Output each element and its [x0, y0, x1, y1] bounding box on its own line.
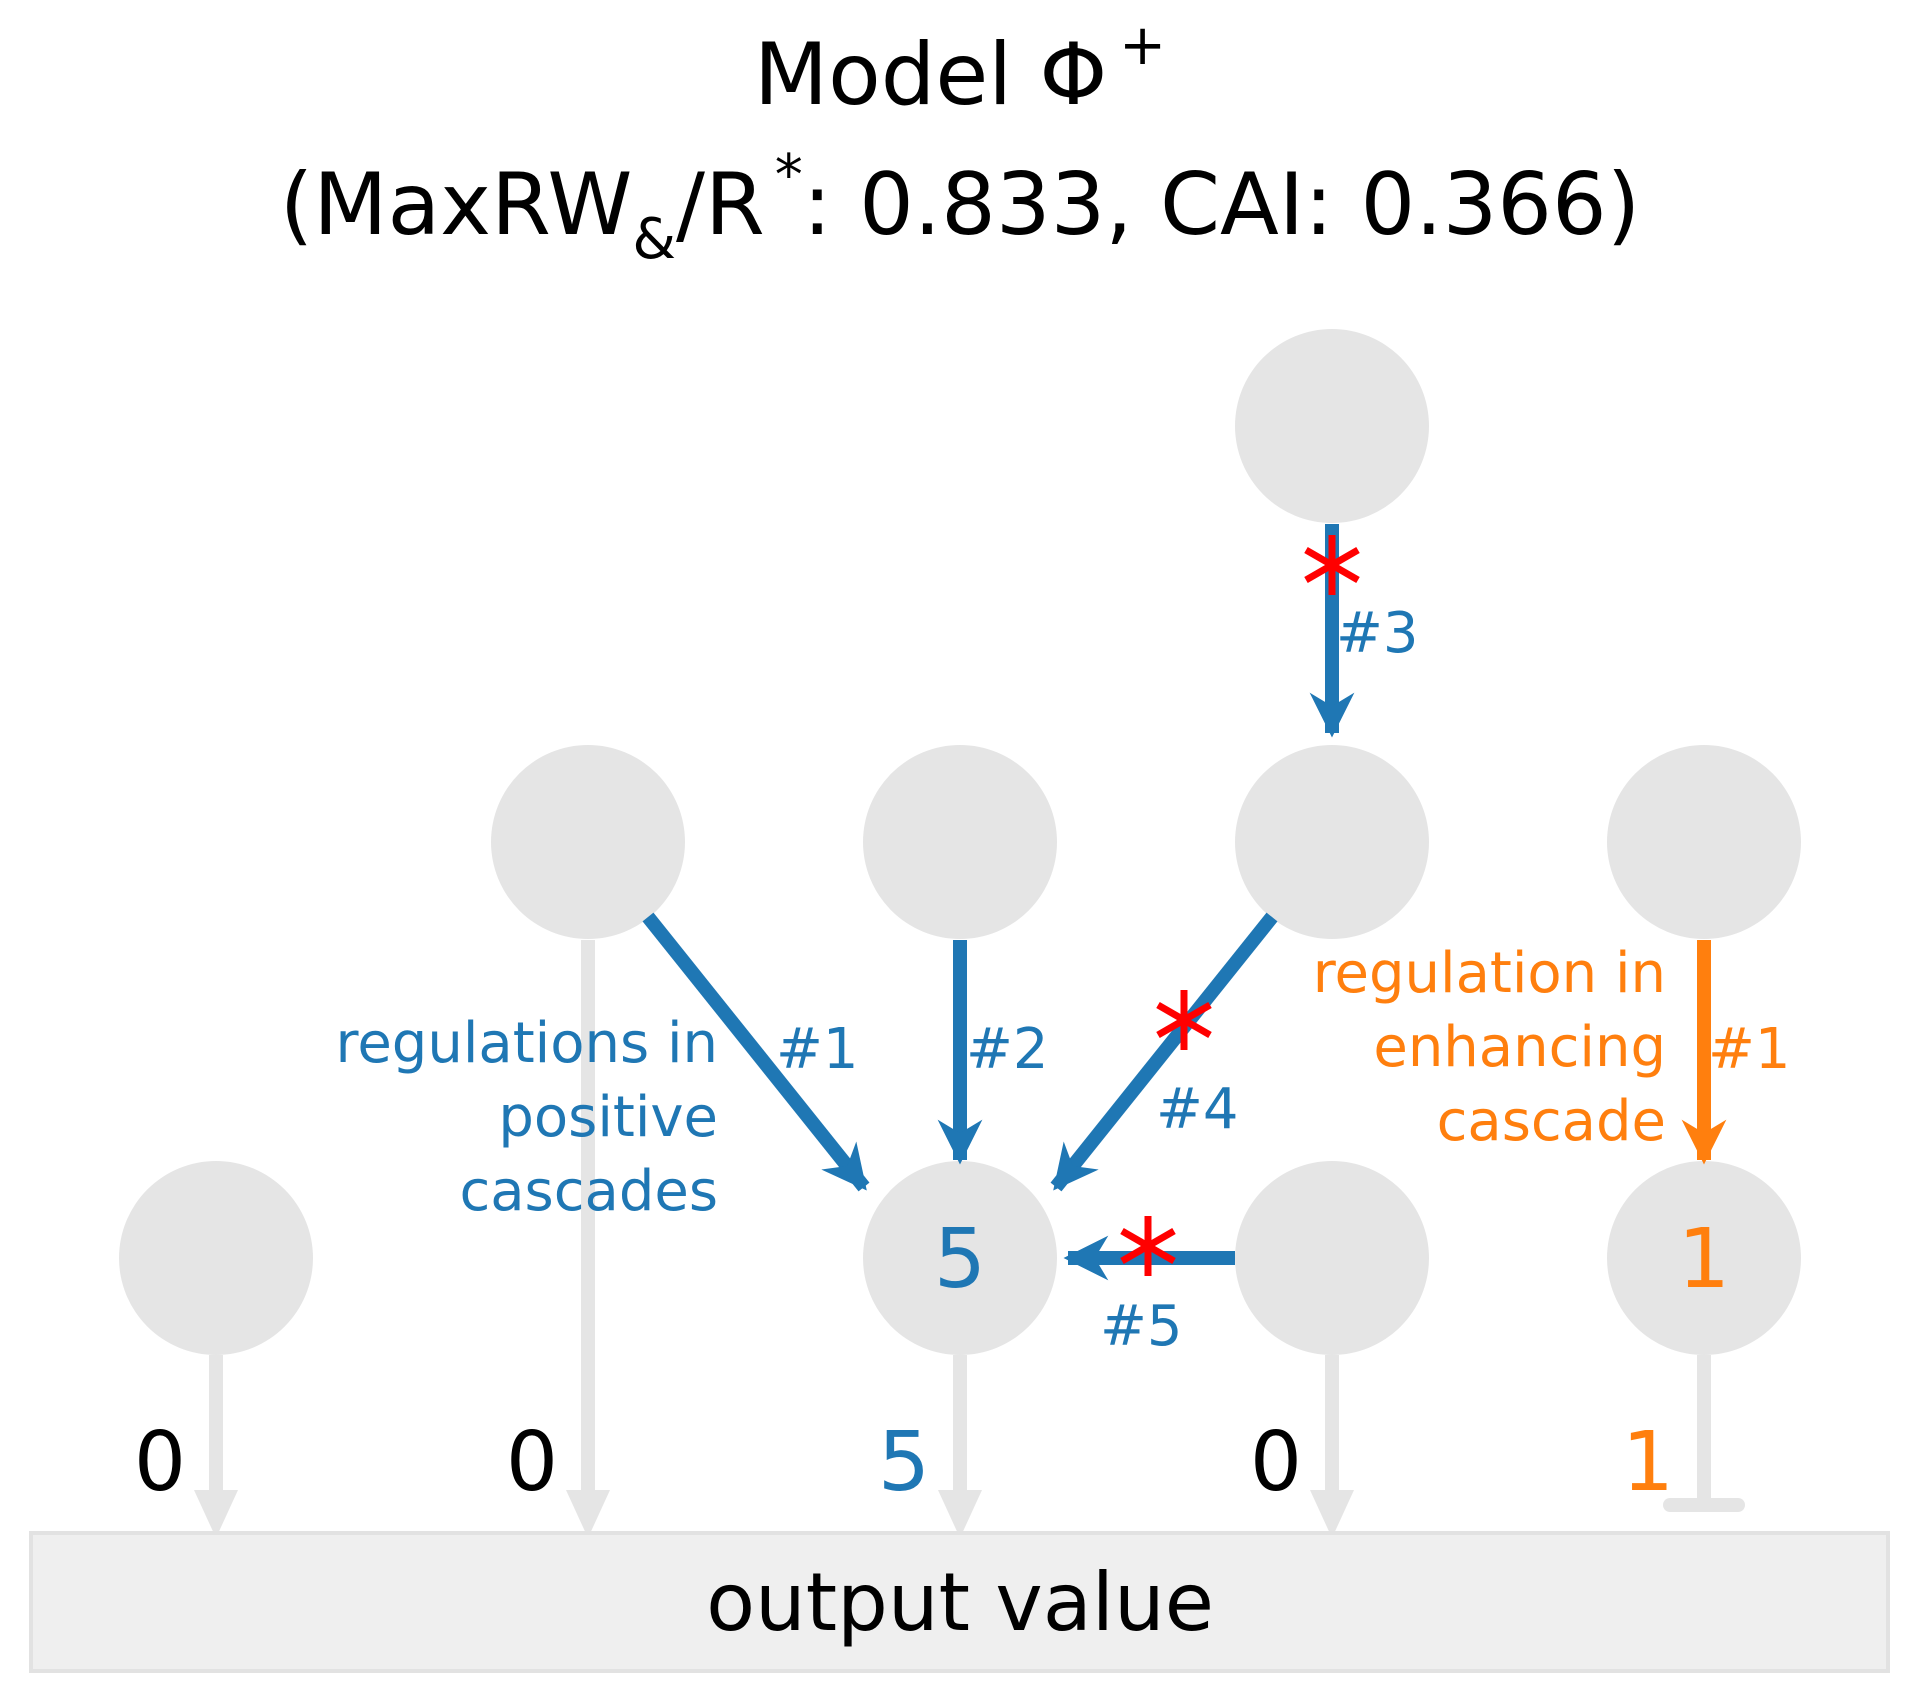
output-value-4: 0: [1250, 1415, 1302, 1510]
edge-label-blue-2: #2: [966, 1017, 1049, 1082]
edge-label-orange-1: #1: [1708, 1017, 1791, 1082]
grey-output-edges: [194, 940, 1745, 1538]
edge-label-blue-5: #5: [1100, 1294, 1183, 1359]
red-asterisk-4: [1156, 990, 1212, 1050]
output-value-3: 5: [878, 1415, 930, 1510]
title-line-2: (MaxRW&/R *: 0.833, CAI: 0.366): [280, 143, 1641, 272]
nodes: [119, 329, 1801, 1355]
node-bottom-2: [863, 1161, 1057, 1355]
node-bottom-4-value: 1: [1678, 1212, 1730, 1307]
edge-label-blue-1: #1: [776, 1017, 859, 1082]
red-asterisk-marks: [1120, 535, 1360, 1276]
node-bottom-2-value: 5: [934, 1212, 986, 1307]
red-asterisk-3: [1304, 535, 1360, 595]
node-top: [1235, 329, 1429, 523]
annotation-positive-line-2: positive: [498, 1085, 718, 1150]
output-box: [29, 1531, 1890, 1673]
red-asterisk-5: [1120, 1216, 1176, 1276]
output-value-2: 0: [506, 1415, 558, 1510]
grey-arrowhead-3: [938, 1490, 982, 1538]
node-bottom-1: [119, 1161, 313, 1355]
grey-arrowhead-1: [194, 1490, 238, 1538]
blue-arrows: [642, 524, 1355, 1281]
annotation-enhancing-line-2: enhancing: [1373, 1015, 1666, 1080]
node-bottom-4: [1607, 1161, 1801, 1355]
node-mid-d: [1607, 745, 1801, 939]
grey-arrowhead-2: [566, 1490, 610, 1538]
annotation-positive-line-3: cascades: [459, 1159, 718, 1224]
output-box-label: output value: [706, 1556, 1214, 1649]
blue-arrow-1: [642, 912, 870, 1192]
grey-arrowhead-4: [1310, 1490, 1354, 1538]
blue-arrow-4: [1050, 912, 1278, 1192]
node-bottom-3: [1235, 1161, 1429, 1355]
edge-label-blue-4: #4: [1156, 1077, 1239, 1142]
annotation-enhancing-line-1: regulation in: [1313, 941, 1666, 1006]
title-line-1: Model Φ +: [754, 13, 1166, 125]
annotation-positive-line-1: regulations in: [336, 1011, 718, 1076]
edge-label-blue-3: #3: [1336, 601, 1419, 666]
node-mid-b: [863, 745, 1057, 939]
node-mid-c: [1235, 745, 1429, 939]
output-value-5: 1: [1622, 1415, 1674, 1510]
node-mid-a: [491, 745, 685, 939]
annotation-enhancing-line-3: cascade: [1437, 1089, 1666, 1154]
output-value-1: 0: [134, 1415, 186, 1510]
